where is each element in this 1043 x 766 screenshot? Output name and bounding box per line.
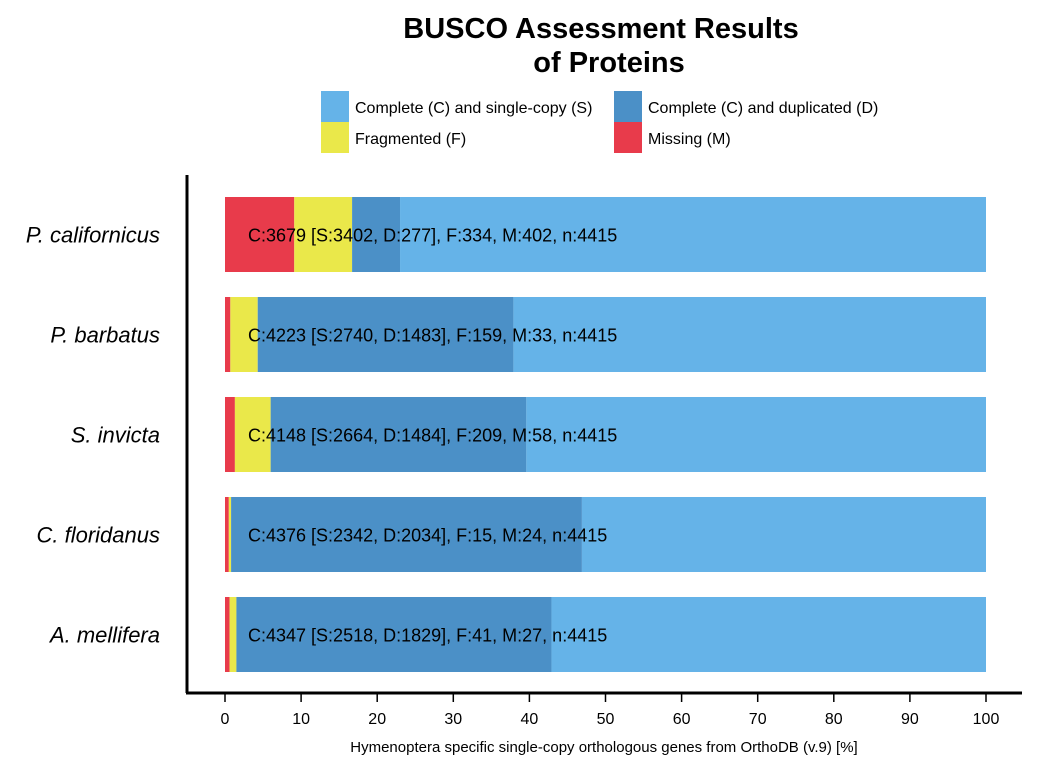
chart-title: BUSCO Assessment Results of Proteins (403, 13, 798, 79)
bar-segment-f-5 (229, 597, 237, 672)
bar-segment-d-5 (236, 597, 552, 672)
x-tick-label: 30 (444, 711, 462, 728)
x-tick-label: 100 (973, 711, 1000, 728)
bar-segment-f-1 (294, 197, 353, 272)
bar-annotation-labels: C:3679 [S:3402, D:277], F:334, M:402, n:… (248, 226, 617, 646)
x-tick-label: 0 (221, 711, 230, 728)
x-tick-label: 90 (901, 711, 919, 728)
bars (225, 197, 986, 672)
category-labels: P. californicus P. barbatus S. invicta C. f… (26, 223, 160, 648)
bar-segment-d-2 (257, 297, 514, 372)
legend-label-f: Fragmented (F) (355, 131, 466, 148)
legend-swatch-s (321, 91, 349, 122)
x-tick-label: 50 (597, 711, 615, 728)
bar-annotation: C:4223 [S:2740, D:1483], F:159, M:33, n:… (248, 326, 617, 346)
x-axis-label: Hymenoptera specific single-copy ortholo… (350, 739, 857, 756)
chart-title-line-2: of Proteins (533, 47, 684, 79)
x-tick-label: 40 (521, 711, 539, 728)
bar-segment-s-5 (551, 597, 986, 672)
chart-title-line-1: BUSCO Assessment Results (403, 13, 798, 45)
bar-segment-d-3 (270, 397, 527, 472)
category-label: C. floridanus (36, 523, 160, 548)
bar-segment-m-1 (225, 197, 295, 272)
bar-segment-f-3 (234, 397, 271, 472)
x-tick-label: 20 (368, 711, 386, 728)
x-tick-label: 10 (292, 711, 310, 728)
axes (185, 175, 1022, 695)
legend-swatch-d (614, 91, 642, 122)
bar-annotation: C:4148 [S:2664, D:1484], F:209, M:58, n:… (248, 426, 617, 446)
legend-label-s: Complete (C) and single-copy (S) (355, 100, 592, 117)
legend-swatch-m (614, 122, 642, 153)
bar-annotation: C:3679 [S:3402, D:277], F:334, M:402, n:… (248, 226, 617, 246)
category-label: A. mellifera (48, 623, 160, 648)
x-tick-label: 80 (825, 711, 843, 728)
category-label: P. californicus (26, 223, 160, 248)
x-tick-label: 70 (749, 711, 767, 728)
bar-segment-s-1 (400, 197, 986, 272)
x-axis-ticks: 0 10 20 30 40 50 60 70 80 90 100 (221, 693, 1000, 728)
legend-swatch-f (321, 122, 349, 153)
bar-segment-s-2 (513, 297, 986, 372)
bar-segment-m-4 (225, 497, 229, 572)
bar-segment-f-4 (228, 497, 232, 572)
category-label: S. invicta (71, 423, 160, 448)
x-tick-label: 60 (673, 711, 691, 728)
bar-segment-m-3 (225, 397, 235, 472)
bar-segment-m-2 (225, 297, 231, 372)
legend-label-d: Complete (C) and duplicated (D) (648, 100, 878, 117)
bar-segment-s-3 (526, 397, 986, 472)
legend-label-m: Missing (M) (648, 131, 731, 148)
bar-segment-f-2 (230, 297, 258, 372)
bar-segment-s-4 (581, 497, 986, 572)
legend: Complete (C) and single-copy (S) Complete… (321, 91, 878, 153)
bar-annotation: C:4347 [S:2518, D:1829], F:41, M:27, n:4… (248, 626, 607, 646)
bar-annotation: C:4376 [S:2342, D:2034], F:15, M:24, n:4… (248, 526, 607, 546)
bar-segment-d-4 (231, 497, 582, 572)
bar-segment-d-1 (352, 197, 401, 272)
bar-segment-m-5 (225, 597, 230, 672)
category-label: P. barbatus (50, 323, 160, 348)
